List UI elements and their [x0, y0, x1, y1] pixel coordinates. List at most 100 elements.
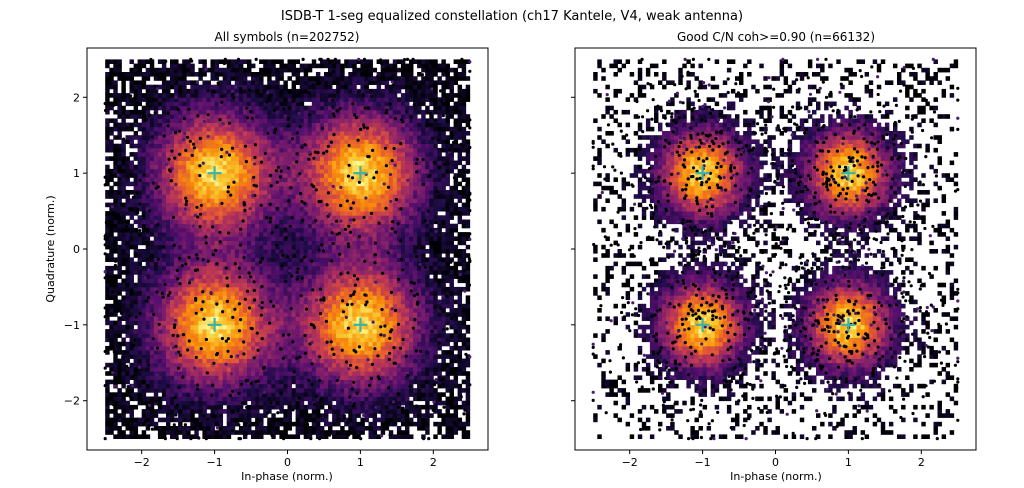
density-cell — [332, 152, 337, 157]
density-cell — [332, 320, 337, 326]
density-cell — [307, 97, 313, 102]
density-cell — [295, 118, 301, 124]
density-cell — [263, 388, 268, 393]
density-cell — [259, 227, 264, 233]
density-cell — [275, 227, 280, 233]
density-cell — [133, 135, 139, 140]
density-cell — [238, 88, 244, 94]
density-cell — [157, 206, 163, 212]
density-cell — [170, 409, 175, 414]
density-cell — [153, 67, 159, 73]
density-cell — [271, 232, 276, 237]
density-cell — [210, 426, 215, 431]
density-cell — [259, 291, 264, 296]
density-cell — [190, 316, 195, 322]
density-cell — [117, 299, 122, 305]
density-cell — [234, 206, 240, 212]
density-cell — [149, 286, 155, 292]
density-cell — [234, 396, 240, 402]
density-cell — [267, 308, 272, 313]
density-cell — [279, 236, 284, 242]
density-cell — [328, 143, 333, 149]
density-cell — [214, 240, 220, 246]
density-cell — [141, 59, 147, 65]
density-cell — [271, 434, 276, 440]
density-cell — [161, 337, 167, 343]
density-cell — [247, 329, 252, 334]
density-cell — [182, 202, 187, 208]
density-cell — [161, 181, 167, 187]
density-cell — [279, 291, 284, 296]
density-cell — [307, 202, 313, 208]
density-cell — [287, 417, 292, 423]
density-cell — [129, 126, 134, 132]
density-cell — [263, 240, 268, 246]
density-cell — [121, 181, 126, 187]
density-cell — [328, 114, 333, 119]
density-cell — [149, 131, 155, 136]
density-cell — [222, 152, 228, 157]
density-cell — [186, 219, 191, 225]
density-cell — [113, 194, 118, 199]
density-cell — [291, 274, 297, 279]
density-cell — [283, 173, 288, 178]
density-cell — [202, 362, 207, 368]
density-cell — [182, 274, 187, 279]
density-cell — [141, 97, 147, 102]
density-cell — [133, 72, 139, 77]
density-cell — [198, 371, 203, 376]
density-cell — [145, 345, 151, 351]
density-cell — [230, 249, 236, 254]
density-cell — [291, 396, 297, 402]
density-cell — [287, 261, 292, 267]
density-cell — [153, 215, 159, 220]
density-cell — [194, 118, 199, 124]
density-cell — [125, 72, 130, 77]
density-cell — [311, 114, 317, 119]
density-cell — [190, 261, 195, 267]
density-cell — [178, 324, 183, 330]
density-cell — [328, 282, 333, 288]
density-cell — [259, 131, 264, 136]
density-cell — [275, 345, 280, 351]
density-cell — [230, 337, 236, 343]
density-cell — [336, 194, 341, 199]
density-cell — [166, 320, 171, 326]
density-cell — [182, 80, 187, 86]
density-cell — [242, 249, 248, 254]
density-cell — [202, 400, 207, 406]
density-cell — [202, 215, 207, 220]
density-cell — [121, 118, 126, 124]
density-cell — [125, 329, 130, 334]
density-cell — [214, 257, 220, 263]
density-cell — [105, 126, 110, 132]
density-cell — [279, 286, 284, 292]
density-cell — [121, 417, 126, 423]
density-cell — [251, 198, 256, 204]
density-cell — [295, 421, 301, 427]
density-cell — [137, 97, 143, 102]
density-cell — [125, 295, 130, 301]
density-cell — [105, 93, 110, 98]
density-cell — [311, 421, 317, 427]
density-cell — [328, 223, 333, 229]
density-cell — [182, 84, 187, 90]
density-cell — [202, 63, 207, 69]
density-cell — [332, 118, 337, 124]
density-cell — [307, 173, 313, 178]
density-cell — [255, 173, 260, 178]
density-cell — [141, 164, 147, 170]
density-cell — [299, 232, 305, 237]
density-cell — [182, 236, 187, 242]
density-cell — [267, 333, 272, 338]
density-cell — [303, 190, 309, 195]
density-cell — [238, 236, 244, 242]
density-cell — [247, 320, 252, 326]
density-cell — [182, 249, 187, 254]
density-cell — [238, 211, 244, 216]
density-cell — [299, 371, 305, 376]
density-cell — [145, 198, 151, 204]
density-cell — [129, 350, 134, 355]
density-cell — [303, 265, 309, 271]
density-cell — [324, 206, 329, 212]
